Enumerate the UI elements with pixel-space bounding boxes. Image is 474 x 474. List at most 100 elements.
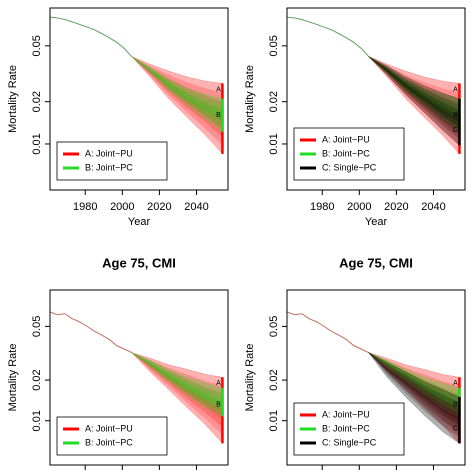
end-label: B xyxy=(216,401,221,408)
panel-title: Age 75, CMI xyxy=(102,255,176,270)
plot-area xyxy=(287,16,461,155)
y-tick-label: 0.02 xyxy=(268,369,280,390)
legend-box xyxy=(56,416,168,456)
end-label: C xyxy=(453,127,458,134)
panel-title: Age 75, CMI xyxy=(339,255,413,270)
legend-label: B: Joint−PC xyxy=(322,148,370,158)
y-axis-label: Mortality Rate xyxy=(7,65,19,133)
fan-shade xyxy=(368,352,460,436)
fan-shade xyxy=(131,352,223,420)
fan-median xyxy=(368,56,460,122)
x-tick-label: 1980 xyxy=(310,201,334,213)
legend: A: Joint−PU B: Joint−PC C: Single−PC xyxy=(293,127,405,181)
x-tick-label: 2040 xyxy=(184,201,208,213)
plot-area xyxy=(50,311,224,444)
plot-frame xyxy=(286,289,466,466)
legend-label: C: Single−PC xyxy=(322,162,377,172)
legend-label: B: Joint−PC xyxy=(85,437,133,447)
x-tick-label: 2020 xyxy=(147,201,171,213)
end-label: A xyxy=(453,86,458,93)
legend-label: A: Joint−PU xyxy=(322,134,370,144)
fan-shade xyxy=(368,56,460,146)
y-tick-label: 0.01 xyxy=(31,133,43,154)
panel: A B 0.01 0.02 0.05 Mortality Rate Age 75, CMI A… xyxy=(7,255,229,470)
x-tick-label: 2000 xyxy=(347,201,371,213)
x-axis-label: Year xyxy=(128,216,151,228)
end-label: B xyxy=(453,112,458,119)
y-tick-label: 0.05 xyxy=(268,35,280,56)
fan-shade xyxy=(131,352,223,428)
fan-shade xyxy=(131,352,223,414)
panel: A B C 0.01 0.02 0.05 1980 2000 2020 2040 Year Morta… xyxy=(244,7,466,228)
end-label: A xyxy=(216,86,221,93)
fan-shade xyxy=(131,56,223,120)
fan-shade xyxy=(368,56,460,140)
plot-frame xyxy=(49,289,229,466)
y-tick-label: 0.05 xyxy=(31,316,43,337)
fan-median xyxy=(131,56,223,116)
y-tick-label: 0.01 xyxy=(268,133,280,154)
y-tick-label: 0.01 xyxy=(268,410,280,431)
end-label: B xyxy=(453,401,458,408)
history-line xyxy=(287,311,369,353)
x-axis-label: Year xyxy=(365,216,388,228)
legend-box xyxy=(56,141,168,181)
fan-median xyxy=(368,352,460,420)
history-line xyxy=(50,16,132,57)
y-tick-label: 0.02 xyxy=(31,369,43,390)
fan-median xyxy=(131,56,223,121)
fan-shade xyxy=(131,352,223,411)
legend-label: B: Joint−PC xyxy=(85,162,133,172)
fan-median xyxy=(131,352,223,412)
legend-label: B: Joint−PC xyxy=(322,423,370,433)
y-tick-label: 0.02 xyxy=(268,91,280,112)
y-axis-label: Mortality Rate xyxy=(244,344,256,412)
legend: A: Joint−PU B: Joint−PC xyxy=(56,416,168,456)
fan-shade xyxy=(368,56,460,128)
end-label: B xyxy=(216,112,221,119)
history-line xyxy=(287,16,369,57)
fan-median xyxy=(131,352,223,405)
legend-label: C: Single−PC xyxy=(322,437,377,447)
end-label: A xyxy=(453,380,458,387)
legend-label: A: Joint−PU xyxy=(322,409,370,419)
end-label: C xyxy=(453,425,458,432)
end-label: A xyxy=(216,380,221,387)
history-line xyxy=(50,311,132,353)
y-tick-label: 0.05 xyxy=(31,35,43,56)
x-tick-label: 2040 xyxy=(421,201,445,213)
fan-shade xyxy=(131,352,223,436)
y-axis-label: Mortality Rate xyxy=(244,65,256,133)
legend: A: Joint−PU B: Joint−PC xyxy=(56,141,168,181)
fan-shade xyxy=(368,352,460,414)
fan-shade xyxy=(131,56,223,128)
plot-frame xyxy=(286,7,466,191)
fan-median xyxy=(368,352,460,412)
fan-shade xyxy=(368,352,460,428)
fan-shade xyxy=(368,352,460,438)
fan-median xyxy=(368,352,460,405)
legend: A: Joint−PU B: Joint−PC C: Single−PC xyxy=(293,402,405,456)
fan-shade xyxy=(131,56,223,146)
fan-shade xyxy=(368,56,460,120)
y-tick-label: 0.01 xyxy=(31,410,43,431)
fan-shade xyxy=(368,352,460,411)
legend-label: A: Joint−PU xyxy=(85,423,133,433)
plot-frame xyxy=(49,7,229,191)
fan-shade xyxy=(368,352,460,420)
fan-shade xyxy=(368,56,460,137)
plot-area xyxy=(50,16,224,155)
plot-area xyxy=(287,311,461,444)
y-axis-label: Mortality Rate xyxy=(7,344,19,412)
legend-label: A: Joint−PU xyxy=(85,148,133,158)
y-tick-label: 0.05 xyxy=(268,316,280,337)
x-tick-label: 2020 xyxy=(384,201,408,213)
x-tick-label: 1980 xyxy=(73,201,97,213)
x-tick-label: 2000 xyxy=(110,201,134,213)
y-tick-label: 0.02 xyxy=(31,91,43,112)
fan-shade xyxy=(368,56,460,134)
panel: A B C 0.01 0.02 0.05 Mortality Rate Age 75, CMI… xyxy=(244,255,466,470)
panel: A B 0.01 0.02 0.05 1980 2000 2020 2040 Year Mortal… xyxy=(7,7,229,228)
fan-shade xyxy=(131,56,223,137)
